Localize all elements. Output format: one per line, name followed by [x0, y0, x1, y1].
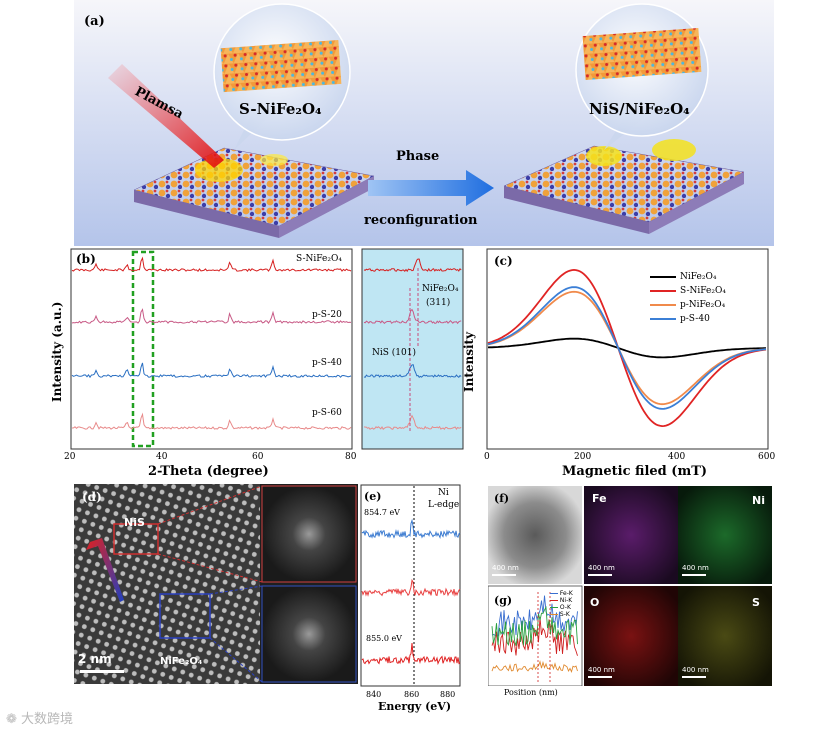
inset-peak1-hkl: (311)	[426, 298, 451, 308]
b-xtick-3: 80	[345, 452, 357, 462]
xrd-trace-3	[71, 412, 352, 431]
panel-b-ylabel: Intensity (a.u.)	[50, 301, 64, 402]
c-xtick-1: 200	[574, 452, 592, 462]
xrd-trace-0	[71, 256, 352, 273]
scale-ni: 400 nm	[682, 564, 709, 572]
inset-peak2: NiS (101)	[372, 348, 416, 358]
panel-e-spectra	[360, 484, 461, 687]
epr-curve-1	[487, 268, 767, 428]
line-profile-3	[491, 660, 578, 673]
epr-curve-0	[487, 337, 766, 359]
panel-c-label: (c)	[494, 254, 513, 268]
scale-bar-d: 2 nm	[78, 652, 112, 666]
series-label-1: p-S-20	[312, 310, 342, 320]
xrd-inset-trace-0	[363, 258, 462, 273]
arrow-top-label: Phase	[396, 149, 439, 164]
panel-f-maps	[488, 486, 772, 686]
line-profile-2	[491, 605, 578, 647]
g-legend-3: S-K	[559, 611, 570, 618]
line-profile-0	[491, 595, 578, 637]
panel-c-chart	[486, 248, 769, 450]
left-bubble-label: S-NiFe₂O₄	[239, 100, 322, 118]
scale-sem: 400 nm	[492, 564, 519, 572]
series-label-2: p-S-40	[312, 358, 342, 368]
xrd-trace-1	[71, 308, 352, 324]
panel-e-xlabel: Energy (eV)	[378, 700, 452, 713]
panel-a-illustration: Plamsa S-NiFe₂O₄ Phase reconfiguration N…	[74, 0, 774, 246]
region-nife2o4: NiFe₂O₄	[160, 656, 203, 667]
eels-trace-1	[361, 578, 461, 597]
panel-b-label: (b)	[76, 252, 96, 266]
xrd-inset-trace-2	[363, 364, 462, 379]
eels-trace-2	[361, 642, 461, 666]
eels-trace-0	[361, 518, 461, 539]
panel-g-xlabel: Position (nm)	[504, 688, 558, 697]
epr-curve-3	[487, 286, 767, 410]
c-legend-2: p-NiFe₂O₄	[680, 300, 726, 310]
map-o: O	[590, 596, 600, 609]
b-xtick-0: 20	[64, 452, 76, 462]
scale-fe: 400 nm	[588, 564, 615, 572]
panel-g-label: (g)	[494, 594, 513, 607]
arrow-bottom-label: reconfiguration	[364, 213, 478, 228]
c-legend-1: S-NiFe₂O₄	[680, 286, 726, 296]
scale-o: 400 nm	[588, 666, 615, 674]
panel-e-label: (e)	[364, 490, 382, 503]
scale-s: 400 nm	[682, 666, 709, 674]
panel-c-legend: NiFe₂O₄ S-NiFe₂O₄ p-NiFe₂O₄ p-S-40	[650, 270, 726, 326]
xrd-inset-trace-3	[363, 414, 462, 431]
watermark-text: 大数跨境	[21, 712, 74, 727]
panel-d-label: (d)	[82, 490, 102, 504]
left-slab	[133, 147, 375, 238]
line-profile-1	[491, 617, 578, 656]
xrd-inset-trace-1	[363, 308, 462, 325]
e-xtick-1: 860	[404, 690, 420, 699]
edge-title: Ni	[438, 488, 449, 498]
panel-c-xlabel: Magnetic filed (mT)	[562, 464, 708, 479]
energy-bottom: 855.0 eV	[366, 634, 402, 643]
map-ni: Ni	[752, 494, 765, 507]
panel-a: Plamsa S-NiFe₂O₄ Phase reconfiguration N…	[74, 0, 774, 246]
panel-f-label: (f)	[494, 492, 510, 505]
right-slab	[503, 139, 745, 234]
highlight-box	[131, 250, 155, 448]
series-label-0: S-NiFe₂O₄	[296, 254, 342, 264]
e-xtick-0: 840	[366, 690, 382, 699]
map-fe: Fe	[592, 492, 607, 505]
c-xtick-3: 600	[758, 452, 776, 462]
watermark-icon: ❁	[6, 712, 17, 727]
c-legend-0: NiFe₂O₄	[680, 272, 717, 282]
plasma-beam	[108, 64, 224, 168]
map-s: S	[752, 596, 760, 609]
panel-b-chart	[70, 248, 464, 450]
g-legend-2: O-K	[559, 604, 571, 611]
b-xtick-1: 40	[156, 452, 168, 462]
energy-top: 854.7 eV	[364, 508, 400, 517]
right-bubble-label: NiS/NiFe₂O₄	[589, 100, 690, 118]
e-xtick-2: 880	[440, 690, 456, 699]
edge-subtitle: L-edge	[428, 500, 460, 510]
xrd-trace-2	[71, 362, 352, 379]
panel-d-hrtem	[74, 484, 358, 684]
g-legend-1: Ni-K	[559, 597, 573, 604]
panel-b-xlabel: 2-Theta (degree)	[148, 464, 269, 479]
c-legend-3: p-S-40	[680, 314, 710, 324]
panel-a-label: (a)	[84, 14, 105, 29]
phase-arrow	[368, 170, 494, 206]
region-nis: NiS	[124, 516, 145, 529]
c-xtick-0: 0	[484, 452, 490, 462]
c-xtick-2: 400	[668, 452, 686, 462]
panel-g-legend: Fe-K Ni-K O-K S-K	[550, 590, 573, 618]
watermark: ❁ 大数跨境	[6, 708, 73, 727]
panel-c-ylabel: Intensity	[462, 331, 476, 392]
b-xtick-2: 60	[252, 452, 264, 462]
g-legend-0: Fe-K	[559, 590, 573, 597]
series-label-3: p-S-60	[312, 408, 342, 418]
inset-peak1: NiFe₂O₄	[422, 284, 459, 294]
